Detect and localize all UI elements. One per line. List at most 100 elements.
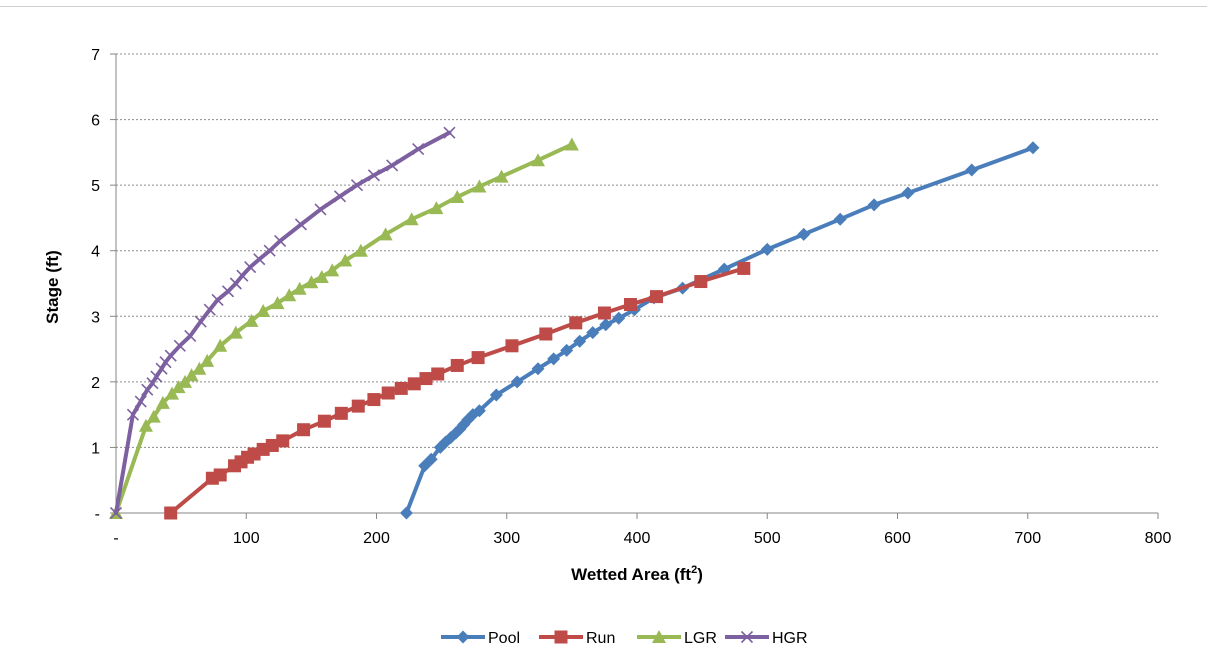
y-tick-label: 5 bbox=[91, 178, 100, 195]
series-line-run bbox=[168, 266, 746, 515]
data-point-lgr bbox=[353, 243, 368, 257]
data-point-lgr bbox=[282, 288, 297, 302]
x-tick-label: 600 bbox=[884, 530, 911, 547]
data-point-hgr bbox=[109, 506, 123, 520]
series-group bbox=[109, 126, 1040, 520]
data-point-lgr bbox=[146, 409, 161, 423]
data-point-lgr bbox=[378, 227, 393, 241]
data-point-lgr bbox=[472, 179, 487, 193]
data-point-hgr bbox=[263, 244, 276, 257]
data-point-run bbox=[505, 339, 519, 353]
data-point-run bbox=[367, 393, 381, 407]
data-point-pool bbox=[399, 506, 413, 520]
marker-stroke bbox=[141, 383, 154, 396]
legend-label: HGR bbox=[772, 630, 808, 647]
data-point-lgr bbox=[270, 296, 285, 310]
data-point-lgr bbox=[304, 275, 319, 289]
marker-stroke bbox=[155, 362, 168, 375]
data-point-lgr bbox=[192, 361, 207, 375]
data-point-hgr bbox=[146, 377, 159, 390]
data-point-hgr bbox=[184, 329, 197, 343]
data-point-hgr bbox=[173, 339, 186, 352]
marker-stroke bbox=[350, 179, 364, 192]
data-point-hgr bbox=[253, 253, 266, 266]
marker-stroke bbox=[184, 329, 197, 343]
axes: - 1 2 3 4 5 6 7 - 100 200 300 400 500 600 700 800 bbox=[91, 47, 1171, 547]
data-point-lgr bbox=[184, 368, 199, 382]
data-point-lgr bbox=[531, 153, 546, 167]
marker-stroke bbox=[159, 356, 172, 369]
series-line-pool bbox=[404, 145, 1035, 515]
data-point-pool bbox=[760, 242, 774, 256]
data-point-lgr bbox=[494, 169, 509, 183]
marker-stroke bbox=[164, 349, 177, 362]
x-tick-label: 100 bbox=[233, 530, 260, 547]
data-point-lgr bbox=[200, 353, 215, 367]
data-point-hgr bbox=[412, 143, 425, 156]
marker-stroke bbox=[386, 159, 399, 172]
data-point-hgr bbox=[350, 179, 364, 192]
data-point-run bbox=[694, 275, 708, 289]
data-point-pool bbox=[612, 311, 626, 325]
data-point-lgr bbox=[244, 313, 259, 327]
marker-stroke bbox=[443, 126, 456, 139]
data-point-run bbox=[164, 506, 178, 520]
x-tick-label: 200 bbox=[363, 530, 390, 547]
x-tick-label: 700 bbox=[1014, 530, 1041, 547]
data-point-pool bbox=[573, 334, 587, 348]
top-divider bbox=[0, 6, 1207, 7]
data-point-hgr bbox=[244, 261, 257, 274]
data-point-hgr bbox=[164, 349, 177, 362]
data-point-pool bbox=[867, 198, 881, 212]
y-axis-title: Stage (ft) bbox=[43, 250, 62, 324]
marker-stroke bbox=[194, 315, 207, 328]
marker-stroke bbox=[263, 244, 276, 257]
marker-stroke bbox=[229, 277, 242, 290]
data-point-pool bbox=[599, 318, 613, 332]
data-point-hgr bbox=[203, 303, 216, 316]
legend-swatch-marker bbox=[554, 630, 568, 644]
data-point-run bbox=[419, 372, 433, 386]
data-point-pool bbox=[560, 343, 574, 357]
x-axis-title-end: ) bbox=[697, 565, 703, 584]
series-hgr bbox=[109, 126, 456, 520]
data-point-hgr bbox=[155, 362, 168, 375]
data-point-pool bbox=[901, 186, 915, 200]
marker-stroke bbox=[146, 377, 159, 390]
data-point-run bbox=[394, 381, 408, 395]
y-tick-label: 2 bbox=[91, 375, 100, 392]
series-lgr bbox=[109, 137, 579, 519]
data-point-pool bbox=[472, 404, 486, 418]
marker-stroke bbox=[211, 293, 224, 306]
data-point-pool bbox=[489, 388, 503, 402]
data-point-lgr bbox=[429, 201, 444, 215]
marker-stroke bbox=[367, 169, 380, 182]
data-point-run bbox=[597, 306, 611, 320]
data-point-pool bbox=[510, 375, 524, 389]
data-point-pool bbox=[797, 227, 811, 241]
data-point-lgr bbox=[292, 281, 307, 295]
data-point-hgr bbox=[274, 234, 287, 247]
data-point-lgr bbox=[314, 269, 329, 283]
x-axis-title: Wetted Area (ft2) bbox=[571, 564, 703, 584]
x-tick-label: 400 bbox=[624, 530, 651, 547]
data-point-pool bbox=[1026, 141, 1040, 155]
marker-stroke bbox=[294, 218, 308, 231]
data-point-run bbox=[334, 406, 348, 420]
marker-stroke bbox=[274, 234, 287, 247]
data-point-lgr bbox=[256, 304, 271, 318]
y-tick-label: 7 bbox=[91, 47, 100, 64]
gridlines bbox=[116, 53, 1158, 448]
marker-stroke bbox=[740, 630, 754, 644]
x-tick-label: 800 bbox=[1145, 530, 1172, 547]
data-point-run bbox=[623, 297, 637, 311]
data-point-lgr bbox=[213, 338, 228, 352]
marker-stroke bbox=[109, 506, 123, 520]
data-point-lgr bbox=[338, 253, 353, 267]
legend-label: Pool bbox=[488, 630, 520, 647]
series-pool bbox=[399, 141, 1040, 520]
marker-stroke bbox=[314, 203, 327, 216]
legend-label: Run bbox=[586, 630, 615, 647]
data-point-run bbox=[213, 468, 227, 482]
